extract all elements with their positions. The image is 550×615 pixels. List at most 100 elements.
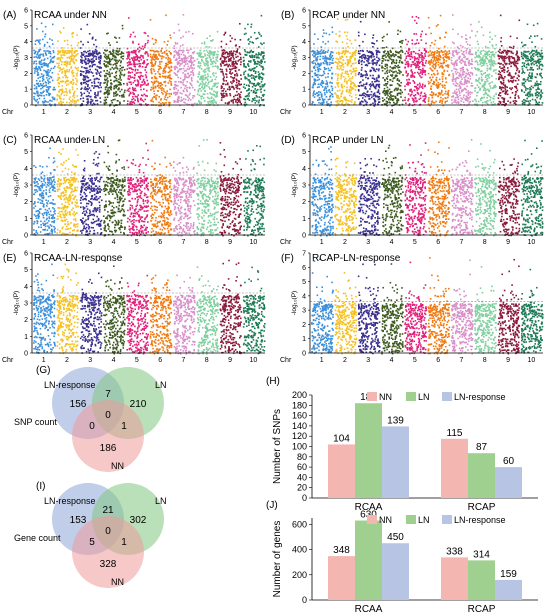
snp-point bbox=[76, 50, 78, 52]
snp-point bbox=[371, 60, 373, 62]
snp-point bbox=[210, 102, 212, 104]
snp-point bbox=[452, 74, 455, 77]
snp-point bbox=[506, 86, 508, 89]
snp-point bbox=[377, 91, 380, 93]
snp-point bbox=[179, 65, 181, 67]
snp-point bbox=[41, 66, 43, 68]
snp-point bbox=[190, 65, 192, 67]
snp-point bbox=[420, 39, 423, 41]
snp-point bbox=[442, 86, 444, 88]
snp-point bbox=[507, 100, 509, 102]
snp-point bbox=[82, 81, 85, 84]
snp-point bbox=[160, 98, 163, 100]
snp-point bbox=[128, 93, 131, 95]
snp-point bbox=[246, 94, 249, 97]
snp-point bbox=[337, 77, 339, 79]
snp-point bbox=[466, 85, 468, 88]
snp-point bbox=[42, 30, 44, 33]
snp-point bbox=[316, 79, 319, 81]
snp-point bbox=[330, 56, 332, 58]
snp-point bbox=[465, 58, 468, 60]
snp-point bbox=[431, 100, 434, 102]
snp-point bbox=[61, 70, 64, 73]
snp-point bbox=[311, 103, 313, 105]
snp-point bbox=[200, 68, 203, 70]
snp-point bbox=[140, 94, 143, 96]
snp-point bbox=[398, 66, 401, 68]
snp-point bbox=[455, 88, 458, 91]
snp-point bbox=[262, 55, 264, 58]
snp-point bbox=[96, 99, 99, 102]
snp-point bbox=[372, 63, 374, 66]
snp-point bbox=[114, 98, 116, 101]
snp-point bbox=[424, 55, 426, 57]
snp-point bbox=[328, 69, 330, 72]
snp-point bbox=[378, 58, 381, 61]
snp-point bbox=[442, 73, 445, 76]
snp-point bbox=[252, 77, 255, 79]
snp-point bbox=[124, 89, 126, 92]
snp-point bbox=[396, 82, 399, 85]
snp-point bbox=[48, 52, 50, 54]
snp-point bbox=[504, 92, 506, 95]
snp-point bbox=[198, 102, 201, 105]
snp-point bbox=[222, 53, 225, 56]
snp-point bbox=[324, 50, 327, 53]
snp-point bbox=[98, 58, 100, 60]
snp-point bbox=[152, 82, 154, 84]
snp-point bbox=[358, 59, 361, 61]
snp-point bbox=[247, 65, 250, 67]
snp-point bbox=[112, 54, 114, 56]
snp-point bbox=[192, 103, 194, 106]
snp-point bbox=[161, 52, 164, 54]
snp-point bbox=[141, 62, 144, 64]
snp-point bbox=[340, 85, 343, 87]
snp-point bbox=[471, 58, 473, 61]
snp-point bbox=[503, 60, 506, 63]
snp-point bbox=[322, 99, 324, 102]
snp-point bbox=[113, 93, 115, 95]
snp-point bbox=[94, 93, 96, 95]
snp-point bbox=[75, 59, 77, 61]
snp-point bbox=[402, 99, 404, 102]
snp-point bbox=[214, 84, 216, 87]
snp-point bbox=[488, 50, 490, 52]
snp-point bbox=[343, 50, 345, 52]
snp-point bbox=[163, 103, 165, 105]
snp-point bbox=[346, 31, 349, 34]
snp-point bbox=[42, 91, 44, 93]
snp-point bbox=[61, 88, 63, 90]
snp-point bbox=[481, 79, 483, 82]
snp-point bbox=[252, 70, 255, 72]
snp-point bbox=[212, 101, 214, 104]
snp-point bbox=[395, 87, 397, 90]
snp-point bbox=[235, 81, 238, 84]
snp-point bbox=[413, 33, 415, 35]
snp-point bbox=[161, 83, 163, 86]
snp-point bbox=[314, 55, 316, 57]
snp-point bbox=[328, 89, 330, 92]
snp-point bbox=[64, 91, 66, 93]
snp-point bbox=[351, 99, 353, 101]
snp-point bbox=[373, 58, 376, 61]
snp-point bbox=[136, 98, 139, 100]
snp-point bbox=[262, 67, 265, 70]
snp-point bbox=[369, 55, 371, 58]
snp-point bbox=[341, 100, 344, 102]
snp-point bbox=[59, 66, 61, 69]
snp-point bbox=[235, 56, 237, 58]
snp-point bbox=[315, 63, 317, 66]
snp-point bbox=[486, 69, 489, 72]
snp-point bbox=[149, 55, 152, 58]
snp-point bbox=[64, 40, 66, 42]
snp-point bbox=[260, 91, 262, 93]
snp-point bbox=[87, 101, 89, 104]
snp-point bbox=[494, 48, 496, 50]
snp-point bbox=[189, 92, 191, 95]
snp-point bbox=[378, 51, 381, 54]
snp-point bbox=[424, 73, 427, 76]
snp-point bbox=[107, 87, 109, 89]
snp-point bbox=[145, 71, 148, 74]
snp-point bbox=[474, 98, 476, 101]
snp-point bbox=[367, 62, 370, 65]
